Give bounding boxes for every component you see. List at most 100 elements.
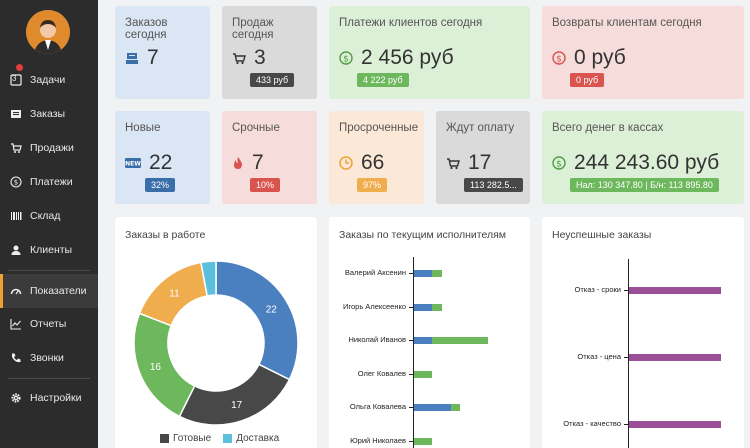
card-awaiting-payment[interactable]: Ждут оплату 17 113 282.5...	[436, 111, 530, 204]
bar-segment[interactable]	[432, 303, 442, 311]
orders-icon	[9, 107, 23, 121]
cart-icon	[232, 52, 246, 65]
bar[interactable]	[629, 421, 721, 428]
category-label: Николай Иванов	[348, 335, 406, 344]
card-cash-total[interactable]: Всего денег в кассах $ 244 243.60 руб На…	[542, 111, 744, 204]
bar-segment[interactable]	[414, 337, 433, 344]
bar-segment[interactable]	[432, 270, 442, 277]
card-title: Продаж сегодня	[232, 17, 274, 41]
register-icon	[125, 52, 139, 65]
bar-segment[interactable]	[450, 404, 460, 411]
bar-segment[interactable]	[414, 370, 433, 378]
axis-tick	[409, 273, 413, 274]
axis-tick	[624, 424, 628, 425]
y-axis	[628, 259, 629, 448]
card-overdue[interactable]: Просроченные 66 97%	[329, 111, 424, 204]
card-pill: Нал: 130 347.80 | Б/н: 113 895.80	[570, 178, 719, 192]
card-new[interactable]: Новые NEW 22 32%	[115, 111, 210, 204]
sidebar-item-label: Продажи	[30, 142, 74, 154]
axis-tick	[409, 373, 413, 375]
bar-segment[interactable]	[414, 404, 451, 411]
failed-orders-panel: Неуспешные заказы Отказ - сроки Отказ - ц…	[542, 217, 744, 448]
sidebar: Задачи 3 Заказы Продажи $ Платежи Склад …	[0, 0, 98, 448]
card-value: 22	[149, 151, 173, 174]
card-title: Платежи клиентов сегодня	[339, 17, 483, 29]
card-sales-today[interactable]: Продаж сегодня 3 433 руб	[222, 6, 317, 99]
sidebar-item-settings[interactable]: Настройки	[0, 381, 98, 415]
donut-slice[interactable]	[133, 312, 196, 418]
card-pill: 4 222 руб	[357, 73, 409, 87]
slice-label: 17	[231, 400, 243, 411]
cart-icon	[9, 141, 23, 155]
sidebar-item-label: Отчеты	[30, 318, 67, 330]
donut-slice[interactable]	[178, 363, 291, 426]
panel-title: Неуспешные заказы	[552, 229, 652, 241]
bar-segment[interactable]	[414, 303, 433, 311]
panel-title: Заказы по текущим исполнителям	[339, 229, 506, 241]
tasks-icon	[9, 73, 23, 87]
sidebar-item-payments[interactable]: $ Платежи	[0, 165, 98, 199]
card-pill: 97%	[357, 178, 388, 192]
svg-text:$: $	[343, 55, 349, 65]
card-value: 3	[254, 46, 266, 69]
chart-icon	[9, 317, 23, 331]
donut-slice[interactable]	[200, 260, 217, 297]
executors-chart: Валерий Аксенин Игорь Алексеенко Николай И…	[329, 217, 530, 448]
sidebar-item-orders[interactable]: Заказы	[0, 97, 98, 131]
category-label: Ольга Ковалева	[349, 402, 406, 411]
category-label: Игорь Алексеенко	[343, 301, 406, 311]
card-title: Срочные	[232, 122, 280, 134]
sidebar-item-reports[interactable]: Отчеты	[0, 307, 98, 341]
sidebar-item-calls[interactable]: Звонки	[0, 341, 98, 375]
sidebar-item-sales[interactable]: Продажи	[0, 131, 98, 165]
sidebar-item-label: Звонки	[30, 352, 64, 364]
cart-icon	[446, 157, 460, 170]
sidebar-divider	[8, 378, 90, 379]
bar[interactable]	[629, 354, 721, 361]
dollar-icon: $	[339, 51, 353, 65]
user-icon	[9, 243, 23, 257]
axis-tick	[409, 340, 413, 341]
card-title: Ждут оплату	[446, 122, 515, 134]
tasks-badge: 3	[12, 74, 17, 83]
avatar[interactable]	[26, 10, 70, 54]
card-value: 7	[147, 46, 159, 69]
sidebar-item-warehouse[interactable]: Склад	[0, 199, 98, 233]
card-value: 66	[361, 151, 385, 174]
sidebar-item-dashboard[interactable]: Показатели	[0, 274, 98, 308]
card-refunds-today[interactable]: Возвраты клиентам сегодня $ 0 руб 0 руб	[542, 6, 744, 99]
axis-tick	[409, 440, 413, 442]
svg-text:$: $	[556, 55, 562, 65]
legend-swatch	[160, 434, 169, 443]
svg-text:$: $	[14, 179, 18, 187]
slice-label: 16	[150, 362, 162, 373]
donut-slice[interactable]	[215, 260, 299, 381]
sidebar-divider	[8, 270, 90, 271]
sidebar-item-label: Показатели	[30, 285, 87, 297]
sidebar-item-clients[interactable]: Клиенты	[0, 233, 98, 267]
bar-segment[interactable]	[414, 270, 433, 277]
svg-text:$: $	[556, 160, 562, 170]
dashboard-icon	[9, 284, 23, 298]
sidebar-item-label: Платежи	[30, 176, 73, 188]
bar[interactable]	[629, 287, 721, 294]
clock-icon	[339, 156, 353, 170]
bar-segment[interactable]	[432, 337, 488, 344]
card-value: 7	[252, 151, 264, 174]
card-value: 2 456 руб	[361, 46, 454, 69]
chart-legend: Готовые Доставка	[160, 433, 279, 444]
card-urgent[interactable]: Срочные 7 10%	[222, 111, 317, 204]
card-payments-today[interactable]: Платежи клиентов сегодня $ 2 456 руб 4 2…	[329, 6, 530, 99]
sidebar-item-tasks[interactable]: Задачи	[0, 63, 98, 97]
y-axis	[413, 257, 414, 448]
dollar-icon: $	[552, 156, 566, 170]
panel-title: Заказы в работе	[125, 229, 206, 241]
bar-segment[interactable]	[414, 437, 433, 445]
card-value: 0 руб	[574, 46, 626, 69]
dollar-icon: $	[9, 175, 23, 189]
axis-tick	[624, 357, 628, 358]
slice-label: 22	[266, 304, 278, 315]
card-orders-today[interactable]: Заказов сегодня 7	[115, 6, 210, 99]
card-title: Просроченные	[339, 122, 419, 134]
card-title: Заказов сегодня	[125, 17, 168, 41]
